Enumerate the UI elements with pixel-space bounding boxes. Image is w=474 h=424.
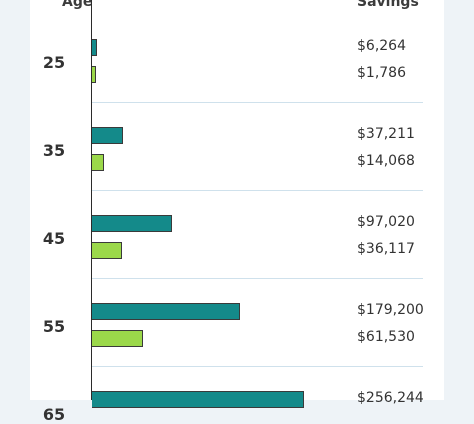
value-label: $179,200 (357, 302, 424, 318)
group-separator (92, 278, 423, 279)
age-label: 45 (42, 229, 66, 248)
savings-bar-series-2 (92, 154, 104, 171)
x-axis-header: Age (62, 0, 93, 10)
savings-bar-series-1 (92, 39, 98, 56)
value-label: $37,211 (357, 126, 415, 142)
age-label: 25 (42, 53, 66, 72)
savings-bar-series-1 (92, 215, 173, 232)
age-label: 35 (42, 141, 66, 160)
value-label: $256,244 (357, 390, 424, 406)
value-label: $1,786 (357, 65, 406, 81)
category-axis-line (91, 0, 92, 400)
savings-bar-series-1 (92, 303, 241, 320)
savings-bar-series-2 (92, 330, 143, 347)
age-label: 55 (42, 317, 66, 336)
savings-bar-series-1 (92, 127, 123, 144)
value-label: $36,117 (357, 241, 415, 257)
value-label: $6,264 (357, 38, 406, 54)
group-separator (92, 190, 423, 191)
value-label: $61,530 (357, 329, 415, 345)
group-separator (92, 102, 423, 103)
value-label: $97,020 (357, 214, 415, 230)
value-label: $14,068 (357, 153, 415, 169)
age-label: 65 (42, 405, 66, 424)
y-axis-header: Savings (357, 0, 419, 10)
savings-bar-series-2 (92, 242, 122, 259)
group-separator (92, 366, 423, 367)
savings-bar-series-2 (92, 66, 96, 83)
